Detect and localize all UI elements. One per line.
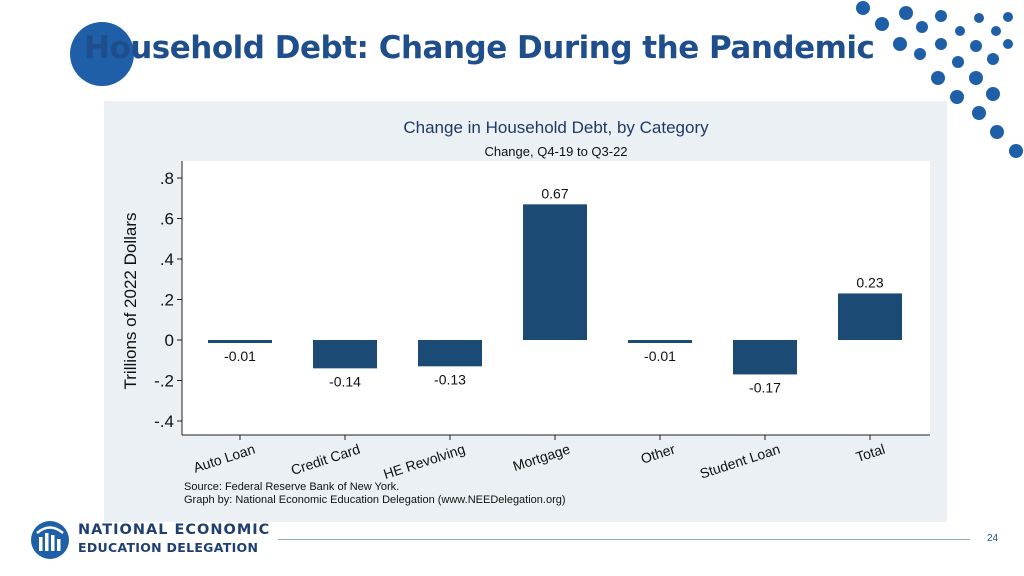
- chart-title: Change in Household Debt, by Category: [403, 118, 709, 137]
- bar-he-revolving: [418, 340, 482, 367]
- footer-divider: [278, 539, 970, 540]
- slide-title: Household Debt: Change During the Pandem…: [84, 30, 875, 66]
- y-tick-label: .6: [160, 210, 174, 229]
- bar-value-label: -0.01: [224, 348, 256, 364]
- x-tick-label: Other: [639, 441, 678, 467]
- bar-value-label: -0.01: [644, 348, 676, 364]
- y-tick-label: -.4: [154, 412, 174, 431]
- value-labels-group: -0.01 -0.14 -0.13 0.67 -0.01 -0.17 0.23: [224, 185, 884, 395]
- bar-credit-card: [313, 340, 377, 369]
- title-accent-circle: [70, 22, 134, 86]
- bar-value-label: 0.67: [541, 185, 568, 201]
- columns-emblem-icon: [31, 521, 69, 559]
- y-tick-label: -.2: [154, 372, 174, 391]
- decorative-dot-pattern: [856, 1, 1023, 158]
- y-tick-label: .2: [160, 291, 174, 310]
- page-number: 24: [987, 533, 999, 544]
- logo-text-line-2: EDUCATION DELEGATION: [78, 540, 259, 555]
- y-axis-ticks: .8 .6 .4 .2 0 -.2 -.4: [154, 169, 182, 431]
- x-tick-label: HE Revolving: [381, 441, 467, 482]
- bar-chart: Change in Household Debt, by Category Ch…: [121, 118, 930, 506]
- bar-total: [838, 293, 902, 340]
- x-tick-label: Total: [854, 441, 887, 465]
- y-tick-label: 0: [165, 331, 174, 350]
- bar-student-loan: [733, 340, 797, 375]
- y-tick-label: .4: [160, 250, 174, 269]
- source-line-1: Source: Federal Reserve Bank of New York…: [184, 481, 399, 493]
- x-tick-label: Credit Card: [289, 441, 362, 478]
- y-axis-label: Trillions of 2022 Dollars: [121, 213, 140, 390]
- bar-other: [628, 340, 692, 343]
- bar-value-label: -0.17: [749, 379, 781, 395]
- x-tick-label: Auto Loan: [191, 441, 257, 476]
- bar-auto-loan: [208, 340, 272, 343]
- bars-group: [208, 204, 902, 375]
- bar-value-label: -0.14: [329, 373, 361, 389]
- bar-mortgage: [523, 204, 587, 340]
- chart-subtitle: Change, Q4-19 to Q3-22: [484, 144, 627, 159]
- bar-value-label: 0.23: [856, 274, 883, 290]
- bar-value-label: -0.13: [434, 371, 466, 387]
- x-tick-label: Student Loan: [698, 441, 782, 482]
- organization-logo: NATIONAL ECONOMIC EDUCATION DELEGATION: [30, 518, 280, 564]
- y-tick-label: .8: [160, 169, 174, 188]
- source-line-2: Graph by: National Economic Education De…: [184, 494, 566, 506]
- chart-panel: Change in Household Debt, by Category Ch…: [104, 101, 947, 522]
- x-tick-label: Mortgage: [511, 441, 572, 475]
- x-tick-labels-group: Auto Loan Credit Card HE Revolving Mortgage…: [191, 435, 887, 482]
- logo-text-line-1: NATIONAL ECONOMIC: [78, 522, 271, 538]
